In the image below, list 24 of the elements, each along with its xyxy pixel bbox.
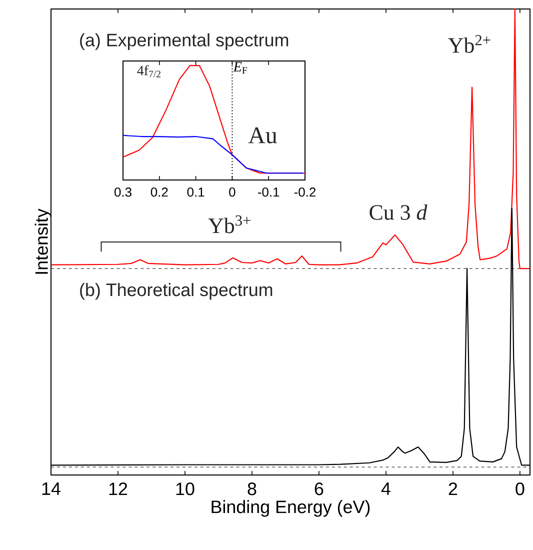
annotation: Au	[248, 127, 277, 144]
x-tick-label: -0.2	[294, 188, 316, 197]
x-tick-label: 6	[314, 482, 324, 496]
y-axis-title: Intensity	[34, 208, 52, 274]
x-tick-label: 8	[248, 482, 256, 496]
x-tick-label: 0.2	[150, 188, 168, 197]
annotation: (a) Experimental spectrum	[80, 33, 288, 50]
annotation: 4f$_{7/2}$	[137, 65, 160, 78]
x-tick-label: 2	[448, 482, 458, 496]
x-tick-label: 4	[381, 482, 390, 495]
annotation: (b) Theoretical spectrum	[80, 283, 272, 300]
x-tick-label: 12	[109, 482, 128, 496]
x-tick-label: -0.1	[258, 188, 280, 197]
x-tick-label: 14	[42, 482, 60, 495]
ref-line-label: E$_{F}$	[233, 62, 247, 74]
x-axis-title: Binding Energy (eV)	[212, 500, 370, 517]
x-tick-label: 0	[516, 482, 524, 496]
annotation: Cu 3 d	[370, 204, 428, 220]
annotation: Yb$^{3+}$	[208, 215, 250, 234]
x-tick-label: 0	[229, 188, 236, 197]
annotation: Yb$^{2+}$	[448, 35, 490, 53]
x-tick-label: 10	[176, 482, 194, 496]
x-tick-label: 0.3	[114, 188, 132, 197]
x-tick-label: 0.1	[187, 188, 204, 197]
